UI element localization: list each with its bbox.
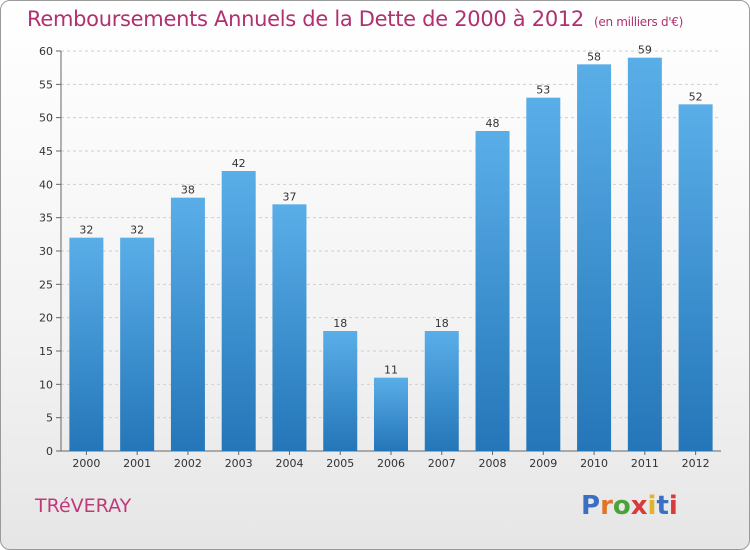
x-tick-label-2008: 2008 [479, 457, 507, 470]
bar-2006 [374, 377, 408, 451]
chart-subtitle: (en milliers d'€) [594, 15, 684, 29]
value-label-2002: 38 [181, 184, 195, 197]
bar-2001 [120, 237, 155, 451]
y-tick-label: 40 [39, 178, 53, 191]
value-label-2007: 18 [435, 317, 449, 330]
bar-2005 [323, 331, 358, 451]
x-tick-label-2002: 2002 [174, 457, 202, 470]
y-tick-label: 35 [39, 212, 53, 225]
y-tick-label: 5 [46, 412, 53, 425]
x-tick-label-2011: 2011 [631, 457, 659, 470]
y-tick-label: 10 [39, 378, 53, 391]
bar-2012 [678, 104, 713, 451]
y-tick-label: 45 [39, 145, 53, 158]
x-tick-label-2009: 2009 [529, 457, 557, 470]
y-tick-label: 20 [39, 312, 53, 325]
value-label-2004: 37 [282, 190, 296, 203]
x-tick-label-2006: 2006 [377, 457, 405, 470]
grid-lines [61, 50, 721, 419]
bar-2010 [577, 64, 612, 452]
x-tick-label-2010: 2010 [580, 457, 608, 470]
x-tick-label-2001: 2001 [123, 457, 151, 470]
y-tick-label: 30 [39, 245, 53, 258]
x-tick-label-2000: 2000 [72, 457, 100, 470]
y-tick-label: 25 [39, 278, 53, 291]
y-tick-label: 50 [39, 112, 53, 125]
bar-2009 [526, 97, 561, 452]
proxiti-logo: Proxiti [581, 491, 678, 521]
bar-2011 [627, 57, 662, 452]
bar-2004 [272, 204, 307, 451]
value-label-2008: 48 [486, 117, 500, 130]
bar-2003 [221, 171, 256, 451]
chart-title: Remboursements Annuels de la Dette de 20… [27, 7, 683, 31]
value-label-2006: 11 [384, 364, 398, 377]
y-tick-label: 15 [39, 345, 53, 358]
x-tick-label-2005: 2005 [326, 457, 354, 470]
value-label-2003: 42 [232, 157, 246, 170]
x-tick-label-2003: 2003 [225, 457, 253, 470]
value-label-2010: 58 [587, 50, 601, 63]
chart-title-text: Remboursements Annuels de la Dette de 20… [27, 7, 584, 31]
value-label-2012: 52 [689, 90, 703, 103]
x-tick-label-2007: 2007 [428, 457, 456, 470]
x-tick-label-2012: 2012 [682, 457, 710, 470]
value-label-2000: 32 [79, 224, 93, 237]
y-tick-label: 60 [39, 45, 53, 58]
value-label-2005: 18 [333, 317, 347, 330]
bar-2002 [170, 197, 205, 451]
bar-2008 [475, 131, 510, 451]
commune-name: TRéVERAY [35, 495, 132, 517]
value-label-2001: 32 [130, 224, 144, 237]
value-label-2009: 53 [536, 84, 550, 97]
bars [69, 57, 713, 452]
value-labels: 32 32 38 42 37 18 11 18 48 53 58 59 52 [79, 44, 702, 377]
bar-2000 [69, 237, 104, 451]
value-label-2011: 59 [638, 44, 652, 57]
x-tick-label-2004: 2004 [275, 457, 303, 470]
y-tick-label: 0 [46, 445, 53, 458]
y-tick-label: 55 [39, 78, 53, 91]
bar-2007 [424, 331, 459, 451]
